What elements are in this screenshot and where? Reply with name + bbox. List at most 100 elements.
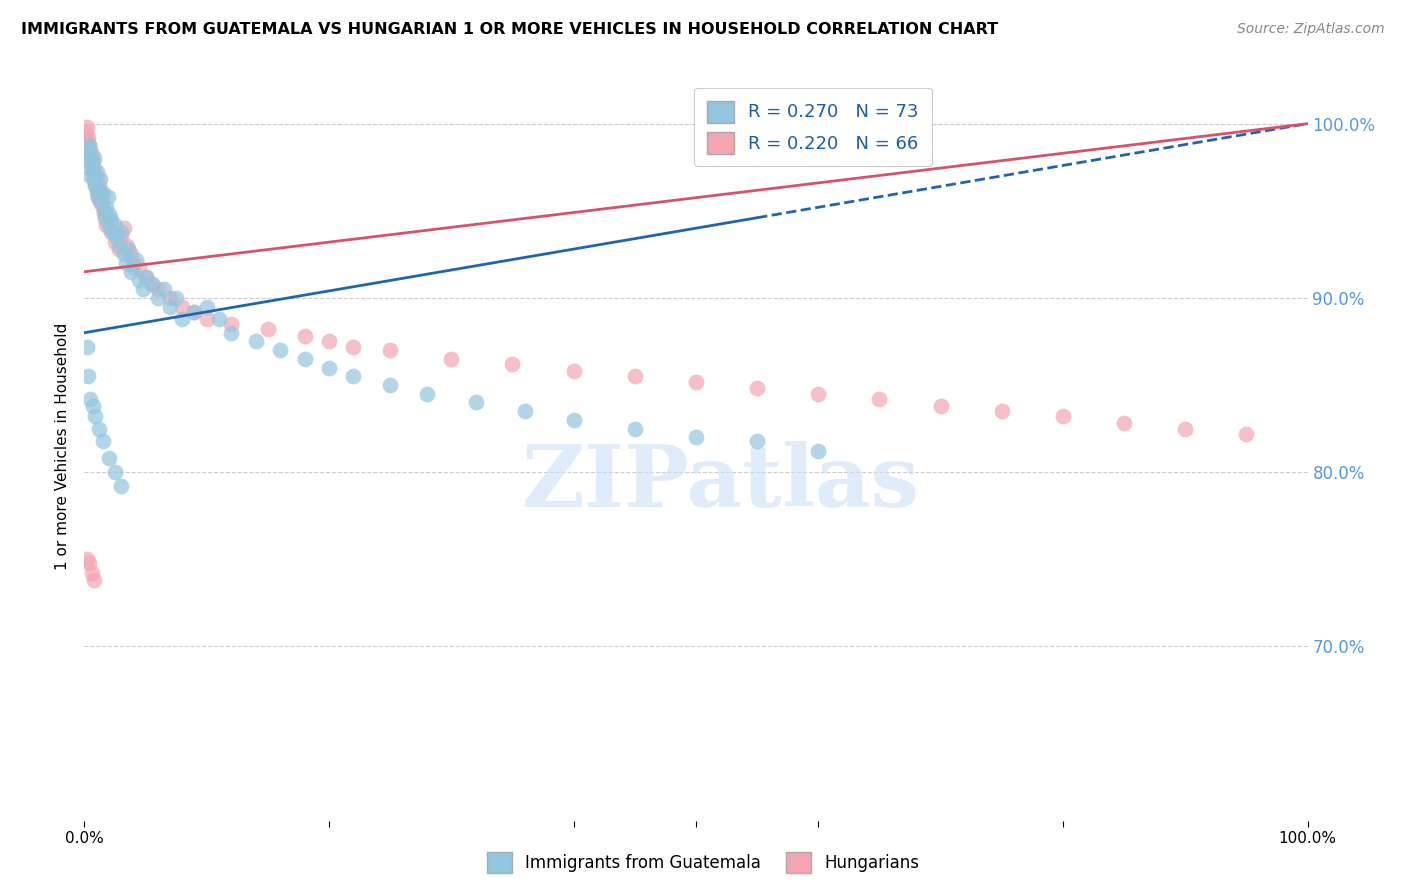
Point — [685, 375, 707, 389]
Point — [96, 218, 118, 232]
Point — [110, 225, 132, 239]
Point — [76, 552, 98, 566]
Point — [112, 247, 135, 261]
Point — [77, 160, 100, 174]
Point — [183, 305, 205, 319]
Point — [96, 200, 118, 214]
Point — [869, 392, 891, 406]
Point — [83, 160, 105, 174]
Text: IMMIGRANTS FROM GUATEMALA VS HUNGARIAN 1 OR MORE VEHICLES IN HOUSEHOLD CORRELATI: IMMIGRANTS FROM GUATEMALA VS HUNGARIAN 1… — [21, 22, 998, 37]
Point — [76, 120, 98, 135]
Point — [110, 230, 132, 244]
Point — [146, 282, 169, 296]
Point — [91, 434, 114, 448]
Point — [135, 270, 157, 285]
Point — [87, 183, 110, 197]
Point — [80, 566, 103, 581]
Point — [93, 207, 115, 221]
Point — [380, 343, 402, 358]
Point — [82, 155, 104, 169]
Point — [562, 413, 585, 427]
Point — [159, 300, 181, 314]
Point — [416, 386, 439, 401]
Point — [257, 322, 280, 336]
Legend: Immigrants from Guatemala, Hungarians: Immigrants from Guatemala, Hungarians — [479, 846, 927, 880]
Point — [562, 364, 585, 378]
Point — [195, 311, 218, 326]
Point — [93, 203, 115, 218]
Point — [195, 300, 218, 314]
Point — [929, 399, 952, 413]
Point — [208, 311, 231, 326]
Point — [76, 134, 98, 148]
Point — [141, 277, 163, 291]
Point — [104, 218, 127, 232]
Point — [90, 186, 112, 201]
Point — [86, 165, 108, 179]
Point — [100, 212, 122, 227]
Point — [294, 329, 316, 343]
Point — [89, 172, 111, 186]
Point — [87, 178, 110, 192]
Point — [115, 238, 138, 252]
Point — [104, 235, 127, 249]
Legend: R = 0.270   N = 73, R = 0.220   N = 66: R = 0.270 N = 73, R = 0.220 N = 66 — [695, 88, 932, 166]
Point — [82, 399, 104, 413]
Point — [342, 340, 364, 354]
Point — [98, 221, 121, 235]
Point — [132, 282, 155, 296]
Point — [146, 291, 169, 305]
Point — [219, 317, 242, 331]
Point — [83, 172, 105, 186]
Point — [135, 270, 157, 285]
Point — [115, 256, 138, 270]
Point — [153, 282, 176, 296]
Point — [79, 143, 101, 157]
Point — [380, 378, 402, 392]
Point — [101, 225, 124, 239]
Point — [624, 369, 647, 384]
Point — [84, 409, 107, 424]
Point — [97, 212, 120, 227]
Point — [172, 300, 194, 314]
Point — [342, 369, 364, 384]
Point — [86, 186, 108, 201]
Point — [77, 137, 100, 152]
Point — [183, 305, 205, 319]
Point — [219, 326, 242, 340]
Point — [1236, 426, 1258, 441]
Point — [91, 186, 114, 201]
Point — [122, 260, 145, 274]
Point — [79, 148, 101, 162]
Text: Source: ZipAtlas.com: Source: ZipAtlas.com — [1237, 22, 1385, 37]
Point — [318, 334, 340, 349]
Point — [122, 256, 145, 270]
Point — [107, 242, 129, 256]
Point — [318, 360, 340, 375]
Point — [165, 291, 187, 305]
Point — [86, 169, 108, 183]
Point — [120, 247, 142, 261]
Text: ZIPatlas: ZIPatlas — [522, 442, 920, 525]
Point — [807, 444, 830, 458]
Point — [77, 556, 100, 570]
Point — [77, 369, 100, 384]
Point — [513, 404, 536, 418]
Point — [991, 404, 1014, 418]
Point — [87, 421, 110, 435]
Point — [685, 430, 707, 444]
Point — [105, 230, 128, 244]
Point — [83, 172, 105, 186]
Point — [79, 155, 101, 169]
Point — [76, 152, 98, 166]
Point — [159, 291, 181, 305]
Point — [245, 334, 267, 349]
Point — [87, 190, 110, 204]
Point — [80, 160, 103, 174]
Point — [77, 137, 100, 152]
Point — [120, 265, 142, 279]
Point — [83, 573, 105, 587]
Point — [624, 421, 647, 435]
Point — [807, 386, 830, 401]
Point — [112, 221, 135, 235]
